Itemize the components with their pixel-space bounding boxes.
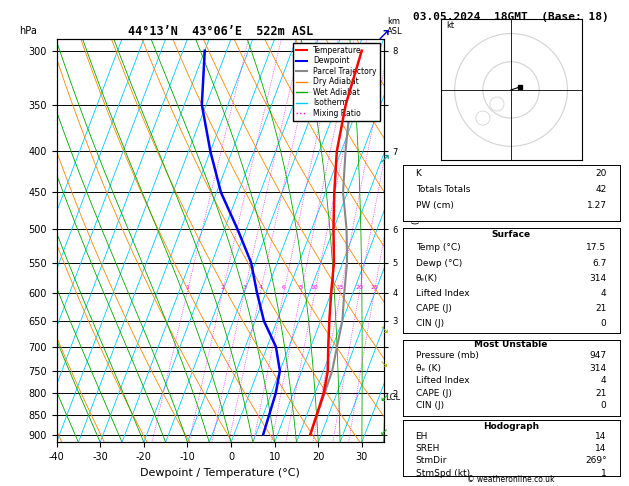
- Text: CAPE (J): CAPE (J): [416, 304, 452, 313]
- Text: 314: 314: [589, 274, 606, 283]
- X-axis label: Dewpoint / Temperature (°C): Dewpoint / Temperature (°C): [140, 468, 300, 478]
- Text: K: K: [416, 170, 421, 178]
- Text: LCL: LCL: [385, 393, 400, 402]
- Text: Most Unstable: Most Unstable: [474, 340, 548, 349]
- Text: 14: 14: [595, 432, 606, 441]
- Text: Totals Totals: Totals Totals: [416, 185, 470, 194]
- Text: 1.27: 1.27: [587, 201, 606, 210]
- Text: ↘: ↘: [379, 326, 388, 335]
- Text: 15: 15: [337, 285, 344, 291]
- Text: Mixing Ratio (g/kg): Mixing Ratio (g/kg): [412, 198, 421, 283]
- Text: 8: 8: [299, 285, 303, 291]
- Text: Dewp (°C): Dewp (°C): [416, 259, 462, 267]
- Text: 14: 14: [595, 444, 606, 453]
- Text: CIN (J): CIN (J): [416, 401, 443, 410]
- Legend: Temperature, Dewpoint, Parcel Trajectory, Dry Adiabat, Wet Adiabat, Isotherm, Mi: Temperature, Dewpoint, Parcel Trajectory…: [292, 43, 380, 121]
- Text: ↙: ↙: [380, 428, 387, 437]
- Text: 17.5: 17.5: [586, 243, 606, 252]
- Text: 6.7: 6.7: [592, 259, 606, 267]
- Text: 21: 21: [595, 389, 606, 398]
- Text: ↗: ↗: [377, 25, 391, 43]
- Text: CAPE (J): CAPE (J): [416, 389, 452, 398]
- Text: StmSpd (kt): StmSpd (kt): [416, 469, 470, 478]
- Text: θₑ(K): θₑ(K): [416, 274, 438, 283]
- Text: 0: 0: [601, 401, 606, 410]
- Text: ↘: ↘: [380, 360, 387, 369]
- Text: Hodograph: Hodograph: [483, 422, 539, 431]
- Text: 2: 2: [220, 285, 225, 291]
- Text: 42: 42: [595, 185, 606, 194]
- Text: © weatheronline.co.uk: © weatheronline.co.uk: [467, 474, 555, 484]
- Text: 1: 1: [601, 469, 606, 478]
- Text: Temp (°C): Temp (°C): [416, 243, 460, 252]
- Text: SREH: SREH: [416, 444, 440, 453]
- Text: 269°: 269°: [585, 456, 606, 466]
- Text: 21: 21: [595, 304, 606, 313]
- Text: Pressure (mb): Pressure (mb): [416, 351, 479, 360]
- Text: PW (cm): PW (cm): [416, 201, 454, 210]
- Text: 314: 314: [589, 364, 606, 373]
- Text: 0: 0: [601, 319, 606, 328]
- Title: 44°13’N  43°06’E  522m ASL: 44°13’N 43°06’E 522m ASL: [128, 25, 313, 38]
- Text: EH: EH: [416, 432, 428, 441]
- Text: ↗: ↗: [378, 151, 389, 165]
- Text: 3: 3: [242, 285, 246, 291]
- Text: 4: 4: [259, 285, 262, 291]
- Text: 4: 4: [601, 376, 606, 385]
- Text: 20: 20: [595, 170, 606, 178]
- Text: θₑ (K): θₑ (K): [416, 364, 440, 373]
- Text: Lifted Index: Lifted Index: [416, 289, 469, 298]
- Text: 20: 20: [355, 285, 363, 291]
- Text: 947: 947: [589, 351, 606, 360]
- Text: hPa: hPa: [19, 26, 36, 36]
- Text: 6: 6: [282, 285, 286, 291]
- Text: 10: 10: [311, 285, 318, 291]
- Text: ↙: ↙: [379, 394, 388, 403]
- Text: 25: 25: [370, 285, 378, 291]
- Text: 4: 4: [601, 289, 606, 298]
- Text: Lifted Index: Lifted Index: [416, 376, 469, 385]
- Text: StmDir: StmDir: [416, 456, 447, 466]
- Text: Surface: Surface: [491, 230, 531, 239]
- Text: kt: kt: [446, 21, 454, 30]
- Text: 1: 1: [185, 285, 189, 291]
- Text: km
ASL: km ASL: [387, 17, 403, 36]
- Text: 03.05.2024  18GMT  (Base: 18): 03.05.2024 18GMT (Base: 18): [413, 12, 609, 22]
- Text: CIN (J): CIN (J): [416, 319, 443, 328]
